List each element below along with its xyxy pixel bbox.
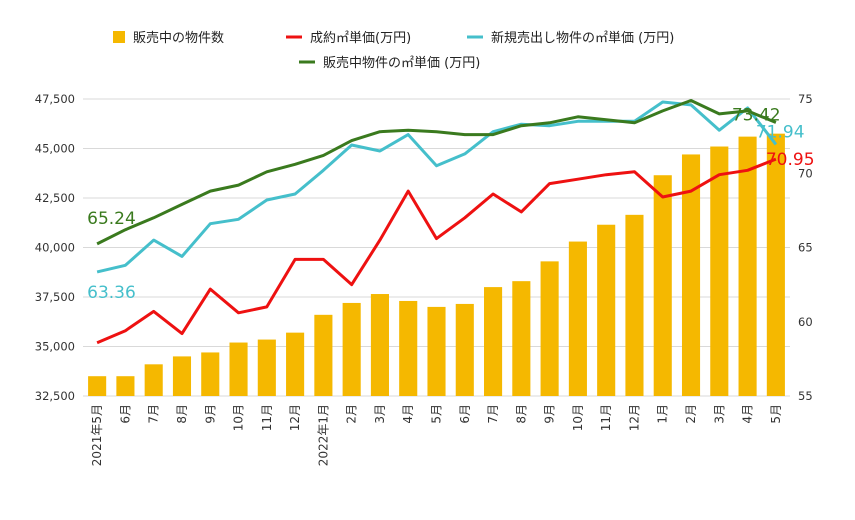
right-tick-label: 75 [798, 92, 813, 106]
bar[interactable] [257, 339, 276, 396]
series-line[interactable] [96, 100, 778, 274]
x-tick-label: 2021年5月 [90, 404, 104, 466]
left-axis-ticks: 32,500 35,000 37,500 40,000 42,500 45,000 47,5… [35, 92, 75, 403]
x-tick-label: 6月 [458, 404, 472, 424]
right-tick-label: 65 [798, 241, 813, 255]
x-tick-label: 7月 [486, 404, 500, 424]
bar[interactable] [597, 224, 616, 396]
right-tick-label: 60 [798, 315, 813, 329]
data-label: 71.94 [756, 122, 805, 142]
data-label: 65.24 [87, 209, 136, 229]
series-line[interactable] [96, 157, 777, 345]
x-tick-label: 3月 [712, 404, 726, 424]
bar[interactable] [342, 302, 361, 396]
left-tick-label: 47,500 [35, 92, 75, 106]
bar[interactable] [766, 133, 785, 396]
x-tick-label: 4月 [401, 404, 415, 424]
x-tick-label: 2月 [684, 404, 698, 424]
bar[interactable] [681, 154, 701, 396]
left-tick-label: 32,500 [35, 389, 75, 403]
legend-item-new-listing[interactable]: 新規売出し物件の㎡単価 (万円) [467, 30, 674, 46]
bar[interactable] [201, 352, 220, 396]
left-tick-label: 40,000 [35, 241, 75, 255]
data-label: 70.95 [766, 150, 815, 170]
x-tick-label: 10月 [571, 404, 585, 431]
x-tick-label: 9月 [543, 404, 557, 424]
legend-label-new-listing: 新規売出し物件の㎡単価 (万円) [491, 30, 674, 46]
legend-label-contract: 成約㎡単価(万円) [310, 30, 411, 46]
bar[interactable] [116, 376, 135, 396]
bar[interactable] [286, 332, 305, 396]
legend-marker-bars [113, 31, 125, 43]
x-tick-label: 5月 [769, 404, 783, 424]
left-tick-label: 37,500 [35, 290, 75, 304]
legend-label-bars: 販売中の物件数 [133, 30, 224, 46]
legend-item-contract[interactable]: 成約㎡単価(万円) [286, 30, 411, 46]
data-label: 73.42 [732, 105, 781, 125]
series-line[interactable] [96, 99, 777, 246]
data-labels: 70.95 63.36 71.94 65.24 73.42 [87, 105, 814, 302]
right-tick-label: 55 [798, 389, 813, 403]
bar-series [88, 133, 785, 396]
bar[interactable] [88, 376, 107, 396]
x-tick-label: 8月 [175, 404, 189, 424]
x-tick-label: 5月 [430, 404, 444, 424]
bar[interactable] [568, 241, 587, 396]
left-tick-label: 35,000 [35, 340, 75, 354]
x-tick-label: 1月 [656, 404, 670, 424]
x-tick-label: 10月 [232, 404, 246, 431]
x-tick-label: 9月 [203, 404, 217, 424]
x-tick-label: 12月 [627, 404, 641, 431]
bar[interactable] [399, 300, 418, 396]
bar[interactable] [512, 281, 531, 396]
data-label: 63.36 [87, 283, 136, 303]
bar[interactable] [540, 261, 559, 396]
x-axis-ticks: 2021年5月 6月 7月 8月 9月 10月 11月 12月 2022年1月 2月 3月 4月 5月 6… [90, 404, 783, 466]
x-tick-label: 2月 [345, 404, 359, 424]
bar[interactable] [625, 214, 644, 396]
legend: 販売中の物件数 成約㎡単価(万円) 新規売出し物件の㎡単価 (万円) 販売中物件… [113, 30, 674, 71]
bar[interactable] [370, 294, 389, 396]
bar[interactable] [455, 303, 474, 396]
x-tick-label: 7月 [147, 404, 161, 424]
right-tick-label: 70 [798, 166, 813, 180]
bar[interactable] [710, 146, 729, 396]
bar[interactable] [314, 314, 333, 396]
bar[interactable] [229, 342, 248, 396]
x-tick-label: 2022年1月 [316, 404, 330, 466]
x-tick-label: 11月 [599, 404, 613, 431]
bar[interactable] [144, 364, 163, 396]
bar[interactable] [427, 306, 446, 396]
x-tick-label: 8月 [514, 404, 528, 424]
line-series [96, 99, 778, 345]
right-axis-ticks: 55 60 65 70 75 [798, 92, 813, 403]
bar[interactable] [484, 287, 503, 396]
left-tick-label: 45,000 [35, 142, 75, 156]
gridlines [83, 98, 790, 397]
x-tick-label: 11月 [260, 404, 274, 431]
legend-item-on-sale[interactable]: 販売中物件の㎡単価 (万円) [299, 55, 480, 71]
bar[interactable] [172, 356, 192, 396]
x-tick-label: 6月 [118, 404, 132, 424]
legend-label-on-sale: 販売中物件の㎡単価 (万円) [323, 55, 480, 71]
bar[interactable] [653, 175, 672, 396]
x-tick-label: 3月 [373, 404, 387, 424]
legend-item-bars[interactable]: 販売中の物件数 [113, 30, 224, 46]
x-tick-label: 4月 [741, 404, 755, 424]
x-tick-label: 12月 [288, 404, 302, 431]
bar[interactable] [738, 136, 757, 396]
left-tick-label: 42,500 [35, 191, 75, 205]
